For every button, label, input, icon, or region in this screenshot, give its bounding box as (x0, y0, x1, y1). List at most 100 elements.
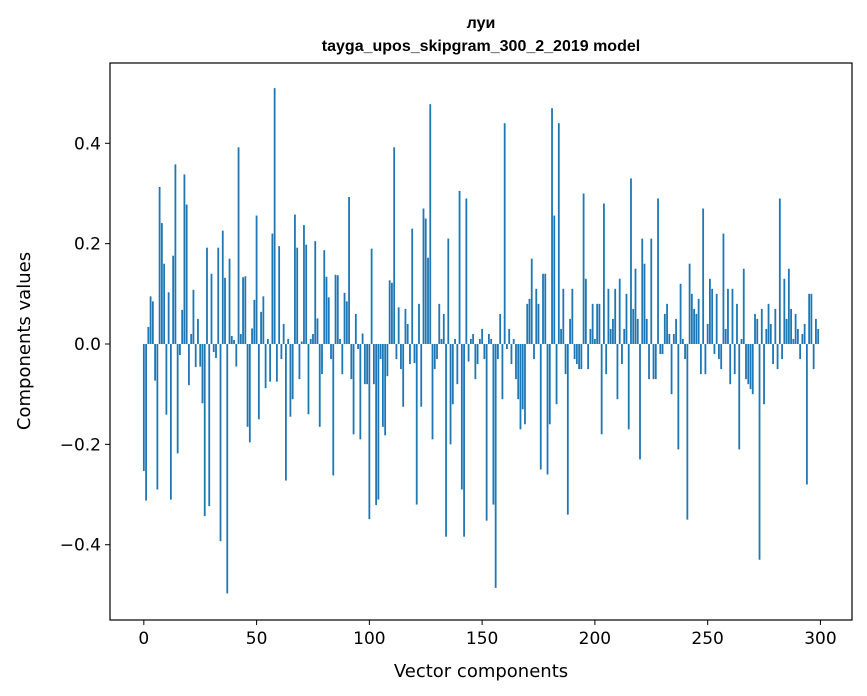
bar (751, 344, 754, 395)
bar (260, 311, 262, 345)
bar (589, 328, 592, 344)
y-axis: −0.4 −0.2 0.0 0.2 0.4 (60, 134, 110, 556)
bar (251, 328, 253, 345)
bar (345, 301, 348, 345)
bar (420, 344, 423, 407)
bar (179, 344, 181, 356)
bar (305, 244, 308, 345)
bar (296, 247, 299, 345)
bar (212, 344, 215, 353)
bar (219, 344, 222, 542)
bar (393, 147, 396, 345)
bar (499, 313, 502, 345)
bar (438, 303, 441, 344)
bar (160, 223, 163, 344)
plot-frame (109, 62, 853, 621)
y-tick-label: −0.2 (60, 435, 101, 455)
bar (397, 307, 400, 345)
bar (733, 344, 736, 375)
bar (391, 282, 393, 345)
bar (596, 303, 599, 344)
bar (262, 296, 265, 345)
bar (449, 344, 452, 445)
y-tick-label: 0.2 (74, 235, 101, 255)
bar (145, 344, 147, 501)
bar (456, 344, 459, 385)
bar (652, 344, 655, 380)
bar (593, 338, 596, 345)
bar (794, 313, 797, 345)
bar (363, 344, 366, 385)
bar (557, 123, 560, 345)
bar (603, 203, 605, 344)
bar (623, 328, 626, 344)
bar (799, 344, 802, 360)
bar (573, 344, 576, 360)
bar (720, 344, 723, 370)
bar (350, 344, 353, 380)
bar (176, 344, 179, 454)
bar (663, 313, 666, 345)
bar (332, 344, 335, 476)
bar (427, 257, 429, 345)
bar (481, 328, 484, 344)
bar (584, 278, 587, 344)
bar (415, 344, 418, 505)
bar (645, 318, 648, 345)
bar (724, 328, 727, 344)
y-axis-label: Components values (14, 252, 35, 430)
bar (406, 323, 409, 345)
bar (627, 344, 630, 430)
bar (562, 288, 565, 345)
bar (767, 303, 770, 344)
bar (352, 344, 355, 435)
bar (228, 258, 231, 345)
bar (758, 344, 761, 560)
bar (778, 198, 781, 345)
bar (411, 228, 414, 344)
bar (217, 247, 220, 345)
bar (336, 275, 339, 345)
bar (715, 293, 718, 345)
bar (765, 328, 768, 344)
bar (578, 344, 580, 370)
bar (808, 293, 811, 345)
bar (300, 341, 303, 345)
bar (366, 344, 368, 385)
bar (521, 344, 524, 410)
bar (377, 344, 380, 500)
bar (485, 344, 488, 521)
bar (605, 344, 608, 375)
bar (699, 344, 702, 375)
bar (517, 344, 520, 400)
bar (298, 344, 301, 380)
x-axis-label: Vector components (394, 661, 568, 682)
bar (370, 248, 373, 345)
bar (740, 338, 743, 345)
bar (454, 338, 456, 345)
bar (718, 344, 720, 360)
bar (381, 344, 384, 427)
x-tick-label: 50 (246, 629, 268, 649)
bar (668, 333, 671, 345)
bar (463, 344, 465, 537)
bar (257, 344, 260, 420)
bar (323, 250, 326, 345)
bar (614, 288, 617, 345)
bar (587, 344, 590, 370)
bar (580, 344, 583, 370)
bar (375, 344, 378, 506)
bar (476, 344, 479, 365)
bar (776, 344, 779, 370)
bar (253, 299, 256, 345)
bar (185, 204, 188, 345)
bar (636, 318, 639, 345)
bar (440, 338, 443, 345)
bar (244, 276, 247, 345)
y-tick-label: −0.4 (60, 536, 101, 556)
bar (269, 344, 272, 382)
bar (544, 273, 547, 345)
bar (659, 344, 662, 355)
bar (451, 344, 454, 405)
